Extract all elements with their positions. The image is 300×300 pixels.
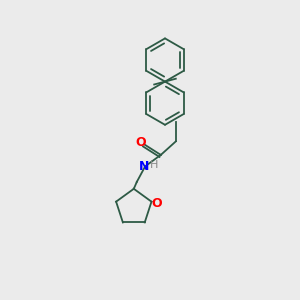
Text: O: O (135, 136, 146, 148)
Text: N: N (139, 160, 149, 173)
Text: O: O (152, 197, 162, 210)
Text: H: H (150, 160, 158, 170)
